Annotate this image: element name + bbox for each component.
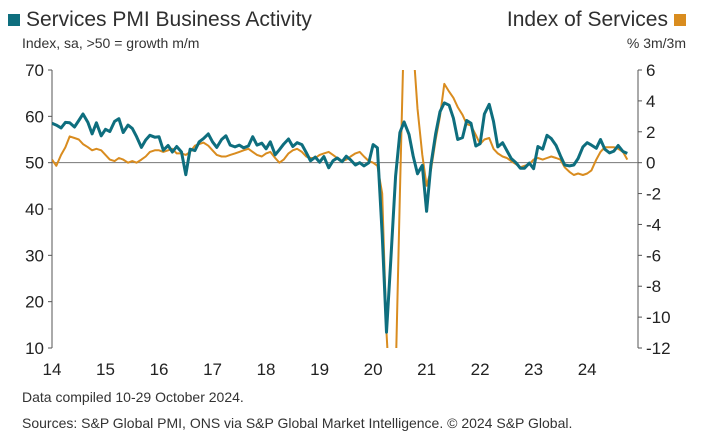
x-axis-ticks: 14 15 16 17 18 19 20 21 22 23 24	[43, 360, 597, 379]
pmi-legend-label: Services PMI Business Activity	[26, 8, 312, 31]
right-tick-label: -8	[646, 277, 661, 296]
x-tick-label: 23	[524, 360, 543, 379]
legend-left: Services PMI Business Activity	[8, 8, 312, 32]
right-tick-label: 2	[646, 123, 655, 142]
index-of-services-line	[52, 70, 629, 348]
right-axis-unit: % 3m/3m	[626, 35, 686, 51]
left-tick-label: 40	[25, 200, 44, 219]
left-tick-label: 60	[25, 107, 44, 126]
axes	[51, 70, 639, 348]
right-tick-label: -10	[646, 308, 671, 327]
left-tick-label: 30	[25, 246, 44, 265]
services-pmi-line	[52, 101, 628, 334]
right-tick-label: -4	[646, 215, 661, 234]
right-tick-label: 0	[646, 154, 655, 173]
x-tick-label: 18	[257, 360, 276, 379]
data-compiled-note: Data compiled 10-29 October 2024.	[22, 389, 244, 405]
x-tick-label: 21	[417, 360, 436, 379]
pmi-legend-swatch	[8, 14, 20, 26]
right-tick-label: 4	[646, 92, 655, 111]
right-tick-label: -12	[646, 339, 671, 358]
x-tick-label: 22	[471, 360, 490, 379]
legend-right: Index of Services	[507, 8, 686, 32]
right-axis-ticks: -12 -10 -8 -6 -4 -2 0 2 4 6	[638, 61, 671, 358]
x-tick-label: 15	[96, 360, 115, 379]
x-tick-label: 24	[578, 360, 597, 379]
x-tick-label: 14	[43, 360, 62, 379]
left-tick-label: 70	[25, 61, 44, 80]
ios-legend-swatch	[674, 14, 686, 26]
x-tick-label: 17	[203, 360, 222, 379]
x-tick-label: 19	[310, 360, 329, 379]
right-tick-label: -6	[646, 246, 661, 265]
left-axis-ticks: 10 20 30 40 50 60 70	[25, 61, 52, 358]
right-tick-label: 6	[646, 61, 655, 80]
right-tick-label: -2	[646, 185, 661, 204]
left-tick-label: 10	[25, 339, 44, 358]
left-axis-unit: Index, sa, >50 = growth m/m	[22, 35, 200, 51]
sources-note: Sources: S&P Global PMI, ONS via S&P Glo…	[22, 415, 573, 431]
x-tick-label: 20	[364, 360, 383, 379]
left-tick-label: 50	[25, 154, 44, 173]
left-tick-label: 20	[25, 293, 44, 312]
ios-legend-label: Index of Services	[506, 8, 668, 31]
x-tick-label: 16	[150, 360, 169, 379]
